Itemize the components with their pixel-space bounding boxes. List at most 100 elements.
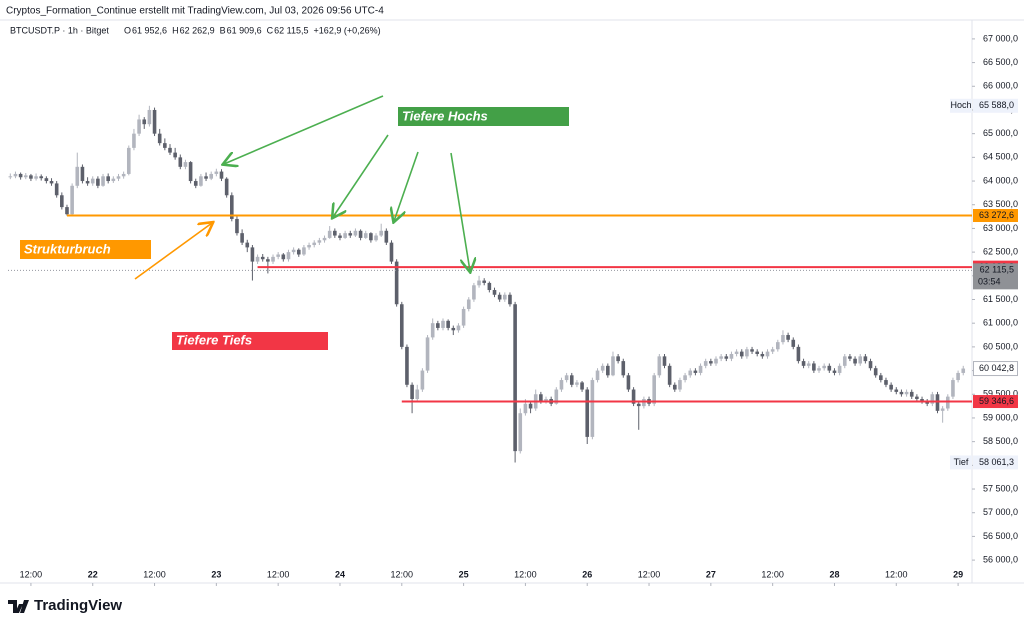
x-tick-label: 27 [706,569,716,579]
candle-body [168,147,172,153]
candle-body [492,290,497,295]
candle-body [209,173,214,179]
price-tag: Hoch [950,100,971,110]
candle-body [719,356,723,359]
candle-body [528,403,533,409]
candle-body [451,327,456,331]
candle-body [302,247,306,255]
candle-body [863,356,868,362]
candle-body [317,240,322,243]
annotation: Tiefere Hochs [402,108,488,123]
candle-body [523,403,528,414]
candle-body [369,233,373,241]
candle-body [739,351,744,357]
candle-body [513,304,517,452]
x-tick-label: 12:00 [885,569,908,579]
price-label-bg [973,455,1018,470]
candle-body [539,394,543,402]
candle-body [930,394,935,404]
candle-body [75,166,80,186]
candle-body [590,380,595,437]
candle-body [338,235,342,238]
x-tick-label: 22 [88,569,98,579]
y-tick-label: 64 000,0 [983,175,1018,185]
candle-body [616,356,620,362]
candle-body [188,162,193,182]
candle-body [477,280,481,286]
candle-body [327,230,332,238]
ohlc-value: 62 262,9 [180,25,215,35]
candle-body [909,391,914,397]
ohlc-key: B [220,25,226,35]
candle-body [559,380,564,390]
candle-body [961,368,966,373]
x-tick-label: 12:00 [514,569,537,579]
candle-body [858,356,863,364]
candle-body [765,351,770,357]
candle-body [173,152,177,158]
y-tick-label: 56 500,0 [983,531,1018,541]
candle-body [925,401,929,404]
candle-body [266,259,270,262]
arrow [333,134,389,217]
candle-body [343,233,347,238]
y-tick-label: 60 500,0 [983,341,1018,351]
candle-body [770,349,775,352]
annotation-box [398,107,569,126]
price-label-bg [973,395,1018,409]
candle-body [879,375,883,381]
price-label-bg [973,361,1018,377]
candle-body [96,178,100,186]
candle-body [951,380,955,397]
candle-body [812,363,816,371]
candle-body [461,308,466,326]
ohlc-change: +162,9 (+0,26%) [314,25,381,35]
candle-body [945,396,950,409]
candle-body [85,181,90,184]
ohlc-value: 61 909,6 [227,25,262,35]
price-label-bg [973,98,1018,113]
candle-body [791,339,796,347]
candle-body [466,299,471,309]
x-tick-label: 23 [211,569,221,579]
candle-body [683,375,687,381]
ohlc-key: H [172,25,179,35]
candle-body [750,349,754,352]
candle-body [796,346,801,362]
candle-body [152,109,157,134]
candle-body [642,399,646,407]
y-tick-label: 66 500,0 [983,57,1018,67]
y-tick-label: 61 000,0 [983,318,1018,328]
candle-body [163,143,167,148]
candle-body [657,356,662,376]
candle-body [698,365,703,373]
candle-body [178,157,183,167]
x-tick-label: 12:00 [20,569,43,579]
candle-body [801,361,806,366]
candle-body [245,242,250,248]
candle-body [776,342,780,350]
candle-body [29,175,33,179]
annotation: Strukturbruch [24,241,111,256]
candle-body [405,346,409,385]
arrow [224,95,384,164]
candle-body [379,230,383,236]
candle-body [80,166,85,182]
candle-body [837,365,842,373]
logo [8,600,29,613]
x-tick-label: 29 [953,569,963,579]
candle-body [240,233,244,243]
candle-body [472,285,476,300]
candle-body [497,294,502,300]
y-tick-label: 63 500,0 [983,199,1018,209]
candle-body [142,119,147,125]
ohlc-legend: O 61 952,6 H 62 262,9 B 61 909,6 C 62 115,5 +162… [124,25,381,35]
candle-body [147,109,152,125]
ohlc-value: 62 115,5 [274,25,308,35]
x-tick-label: 25 [459,569,469,579]
arrow [134,223,212,280]
annotation-box [20,240,151,259]
price-tag: Tief [954,457,969,467]
candle-body [709,361,713,364]
